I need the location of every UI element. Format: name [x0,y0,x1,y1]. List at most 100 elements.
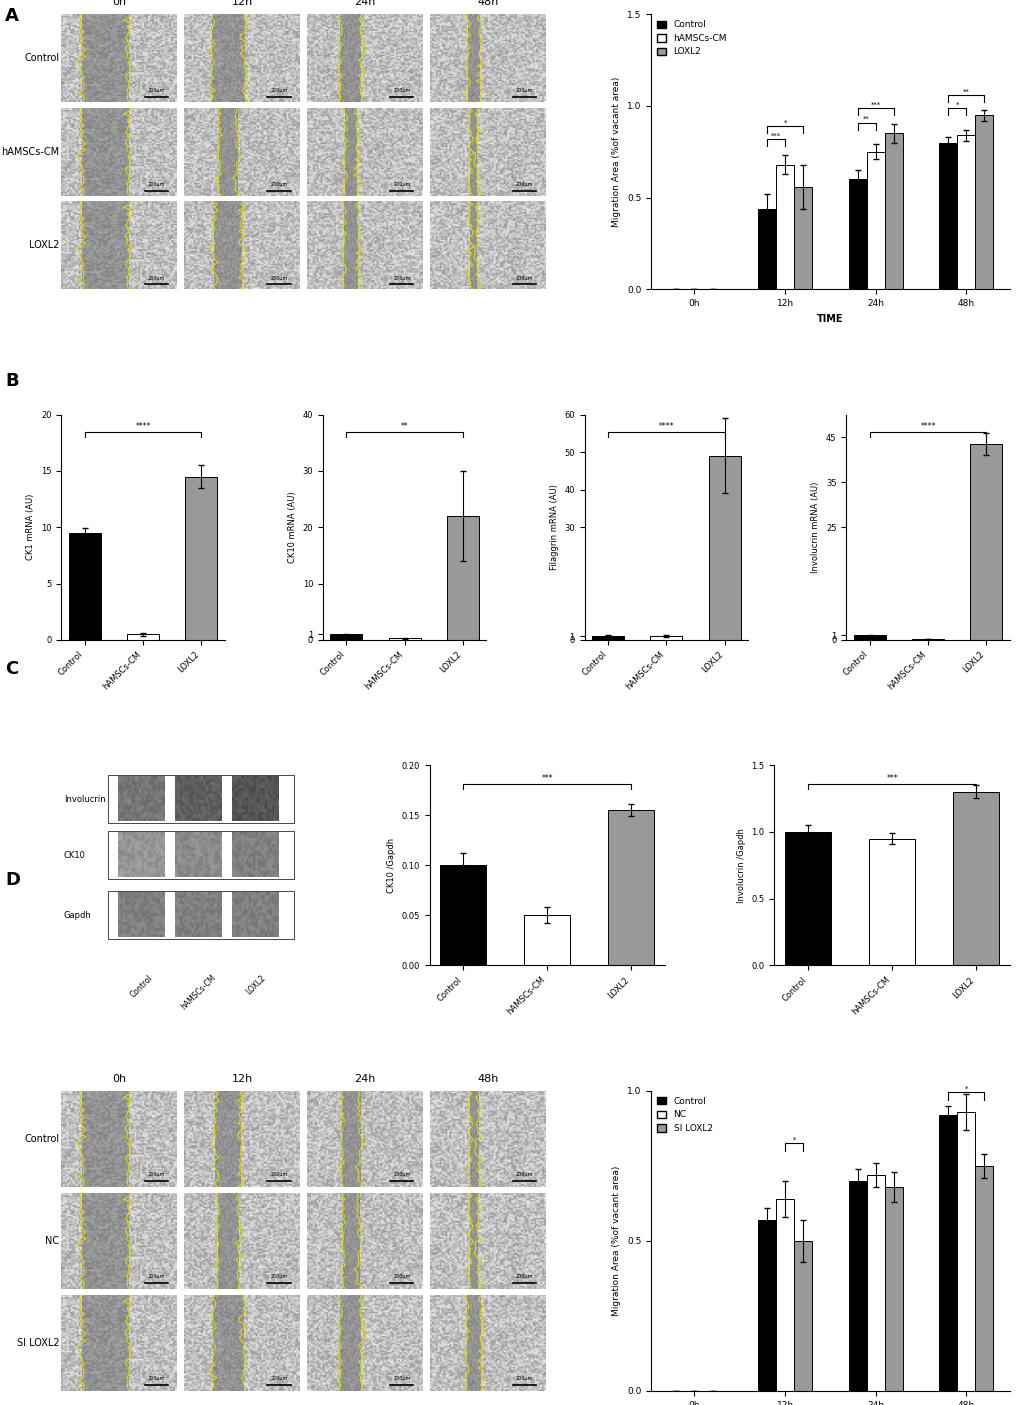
Text: 200μm: 200μm [270,1172,287,1177]
Bar [708,455,740,639]
Text: ***: *** [886,774,897,783]
Text: **: ** [962,89,969,94]
Text: 200μm: 200μm [148,1274,165,1280]
Text: A: A [5,7,19,25]
Y-axis label: Migration Area (%of vacant area): Migration Area (%of vacant area) [611,76,621,228]
Text: 24h: 24h [354,1073,375,1083]
Bar [126,634,159,639]
Y-axis label: CK10 mRNA (AU): CK10 mRNA (AU) [287,492,297,563]
Text: 200μm: 200μm [392,89,411,94]
Bar [938,1114,956,1391]
Bar [108,776,293,823]
Text: ***: *** [870,101,879,107]
Text: 12h: 12h [231,0,253,7]
Text: 200μm: 200μm [148,1377,165,1381]
Bar [650,636,682,639]
Text: Control: Control [24,1134,59,1144]
Bar [775,1198,794,1391]
Text: 0h: 0h [112,0,126,7]
Text: LOXL2: LOXL2 [29,240,59,250]
Text: hAMSCs-CM: hAMSCs-CM [1,146,59,157]
Text: Control: Control [24,53,59,63]
Text: *: * [792,1137,795,1142]
Y-axis label: Migration Area (%of vacant area): Migration Area (%of vacant area) [611,1166,621,1316]
Text: 200μm: 200μm [148,89,165,94]
Text: 200μm: 200μm [516,89,533,94]
Bar [853,635,884,639]
Bar [794,187,811,289]
Y-axis label: CK1 mRNA (AU): CK1 mRNA (AU) [26,495,36,561]
Text: hAMSCs-CM: hAMSCs-CM [179,974,217,1012]
Text: **: ** [862,117,869,122]
Bar [883,1187,902,1391]
Text: 200μm: 200μm [392,1172,411,1177]
Y-axis label: Involucrin mRNA (AU): Involucrin mRNA (AU) [810,482,819,573]
Bar [775,164,794,289]
Text: 200μm: 200μm [270,1377,287,1381]
Bar [848,1180,866,1391]
Text: Control: Control [128,974,154,999]
Text: Involucrin: Involucrin [64,795,105,804]
Text: B: B [5,372,18,391]
Text: 12h: 12h [231,1073,253,1083]
Text: 200μm: 200μm [148,1172,165,1177]
Text: 48h: 48h [477,1073,498,1083]
Bar [866,152,883,289]
Text: *: * [783,119,786,126]
Text: 200μm: 200μm [516,1172,533,1177]
Text: ****: **** [919,422,934,431]
Text: LOXL2: LOXL2 [244,974,267,996]
Text: 200μm: 200μm [392,275,411,281]
X-axis label: TIME: TIME [816,313,843,323]
Text: 200μm: 200μm [516,1274,533,1280]
Text: 200μm: 200μm [148,275,165,281]
Bar [185,476,217,639]
Text: 200μm: 200μm [392,1377,411,1381]
Legend: Control, hAMSCs-CM, LOXL2: Control, hAMSCs-CM, LOXL2 [655,18,729,58]
Text: 200μm: 200μm [270,1274,287,1280]
Y-axis label: Filaggrin mRNA (AU): Filaggrin mRNA (AU) [549,485,558,570]
Text: Gapdh: Gapdh [64,910,92,920]
Text: 200μm: 200μm [148,183,165,187]
Text: 24h: 24h [354,0,375,7]
Text: D: D [5,871,20,889]
Bar [956,1111,974,1391]
Bar [68,532,101,639]
Bar [440,865,486,965]
Text: SI LOXL2: SI LOXL2 [16,1338,59,1347]
Bar [591,636,624,639]
Bar [883,133,902,289]
Bar [446,516,479,639]
Bar [868,839,914,965]
Bar [524,915,570,965]
Bar [974,1166,993,1391]
Text: 200μm: 200μm [516,275,533,281]
Y-axis label: Involucrin /Gapdh: Involucrin /Gapdh [737,828,745,902]
Bar [974,115,993,289]
Text: ****: **** [136,422,151,431]
Bar [785,832,830,965]
Y-axis label: CK10 /Gapdh: CK10 /Gapdh [386,837,395,892]
Text: 200μm: 200μm [270,89,287,94]
Text: 200μm: 200μm [270,275,287,281]
Text: 48h: 48h [477,0,498,7]
Bar [969,444,1002,639]
Text: 200μm: 200μm [516,183,533,187]
Legend: Control, NC, SI LOXL2: Control, NC, SI LOXL2 [655,1094,713,1135]
Bar [757,1220,775,1391]
Bar [108,891,293,940]
Bar [956,135,974,289]
Bar [938,142,956,289]
Text: 200μm: 200μm [516,1377,533,1381]
Text: *: * [955,101,958,107]
Text: NC: NC [45,1236,59,1246]
Bar [794,1241,811,1391]
Text: ***: *** [541,774,552,783]
Text: 0h: 0h [112,1073,126,1083]
Text: ***: *** [770,132,781,139]
Text: 200μm: 200μm [270,183,287,187]
Text: ****: **** [658,422,674,431]
Text: C: C [5,660,18,679]
Text: 200μm: 200μm [392,1274,411,1280]
Bar [108,832,293,880]
